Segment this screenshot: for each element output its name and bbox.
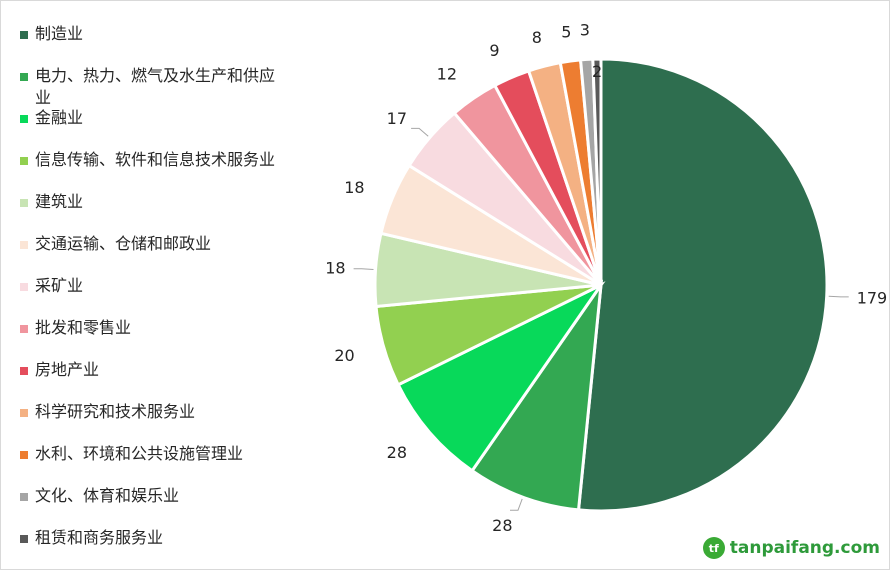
leader-line (411, 127, 429, 137)
data-label: 20 (334, 346, 354, 365)
legend-label: 水利、环境和公共设施管理业 (35, 444, 244, 463)
legend-label: 批发和零售业 (35, 318, 132, 337)
data-label: 5 (561, 22, 571, 41)
legend-swatch (20, 199, 28, 207)
watermark-text: tanpaifang.com (729, 538, 880, 558)
watermark: tf tanpaifang.com (702, 536, 880, 560)
watermark-logo-icon: tf (702, 537, 725, 559)
data-label: 8 (532, 28, 542, 47)
leader-lines (353, 127, 849, 511)
pie-slice (591, 57, 603, 286)
legend-swatch (20, 535, 28, 543)
data-label: 18 (325, 259, 345, 278)
data-label: 9 (489, 41, 499, 60)
pie-slice (396, 281, 606, 473)
legend-swatch (20, 115, 28, 123)
legend-swatch (20, 283, 28, 291)
legend-label: 建筑业 (35, 192, 84, 211)
legend-swatch (20, 31, 28, 39)
data-label: 28 (492, 516, 512, 535)
legend-label: 制造业 (35, 24, 84, 43)
leader-line (353, 268, 374, 270)
data-label: 3 (580, 21, 590, 40)
data-label: 12 (437, 64, 457, 83)
legend-label: 信息传输、软件和信息技术服务业 (35, 150, 276, 169)
legend-swatch (20, 409, 28, 417)
legend-swatch (20, 73, 28, 81)
pie-slice (576, 57, 829, 513)
legend-label: 房地产业 (35, 360, 100, 379)
legend-label: 科学研究和技术服务业 (35, 402, 196, 421)
data-label: 2 (592, 62, 602, 81)
legend-swatch (20, 451, 28, 459)
legend-swatch (20, 493, 28, 501)
legend-label: 金融业 (35, 108, 84, 127)
legend-swatch (20, 325, 28, 333)
pie-slice (470, 279, 604, 512)
legend-swatch (20, 367, 28, 375)
legend-swatch (20, 241, 28, 249)
legend-label: 采矿业 (35, 276, 84, 295)
legend-label: 交通运输、仓储和邮政业 (35, 234, 212, 253)
data-label: 28 (387, 443, 407, 462)
legend-swatch (20, 157, 28, 165)
data-label: 179 (857, 289, 888, 308)
legend-label: 租赁和商务服务业 (35, 528, 164, 547)
data-label: 18 (344, 178, 364, 197)
leader-line (828, 295, 849, 298)
data-label: 17 (387, 109, 407, 128)
pie-slices (373, 57, 829, 513)
leader-line (510, 498, 523, 511)
data-labels: 179 28 28 20 18 18 17 12 9 8 5 3 2 (325, 21, 887, 536)
legend-label: 电力、热力、燃气及水生产和供应业 (35, 66, 276, 107)
legend-label: 文化、体育和娱乐业 (35, 486, 180, 505)
